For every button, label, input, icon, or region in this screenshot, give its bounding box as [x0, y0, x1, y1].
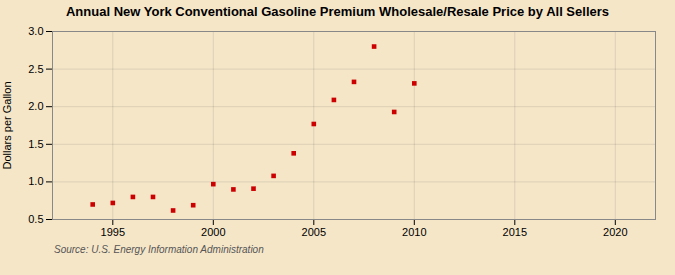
svg-text:2000: 2000 [201, 226, 225, 238]
html-text:Source: U.S. Energy Informatio: Source: U.S. Energy Information Administ… [54, 244, 264, 255]
svg-text:1.0: 1.0 [28, 175, 43, 187]
svg-text:2015: 2015 [503, 226, 527, 238]
svg-text:2.0: 2.0 [28, 100, 43, 112]
svg-text:2005: 2005 [302, 226, 326, 238]
html-text:Annual New York Conventional G: Annual New York Conventional Gasoline Pr… [66, 4, 609, 19]
svg-text:2.5: 2.5 [28, 63, 43, 75]
svg-text:1995: 1995 [101, 226, 125, 238]
svg-text:1.5: 1.5 [28, 138, 43, 150]
svg-text:Dollars per Gallon: Dollars per Gallon [1, 81, 13, 169]
svg-text:2020: 2020 [603, 226, 627, 238]
svg-text:2010: 2010 [402, 226, 426, 238]
svg-text:3.0: 3.0 [28, 25, 43, 37]
svg-text:0.5: 0.5 [28, 213, 43, 225]
